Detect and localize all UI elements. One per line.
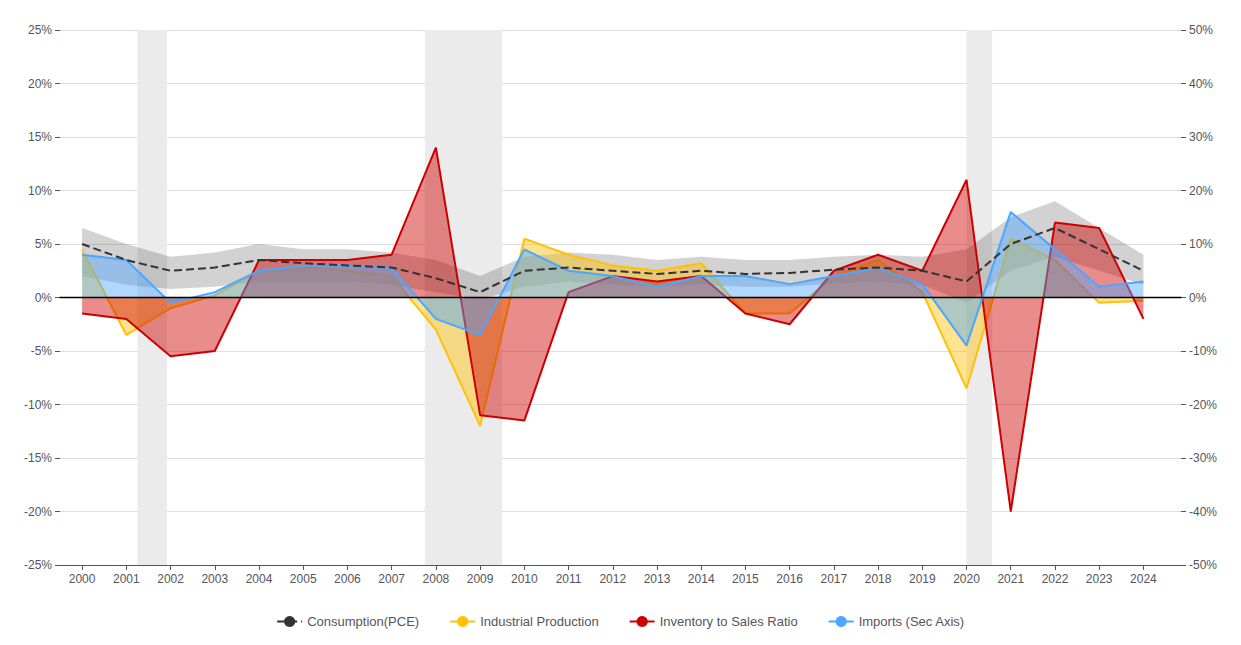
svg-text:-20%: -20% [1189,398,1217,412]
svg-text:2021: 2021 [997,572,1024,586]
svg-text:10%: 10% [28,184,52,198]
svg-text:-15%: -15% [24,451,52,465]
svg-text:40%: 40% [1189,77,1213,91]
svg-text:-5%: -5% [31,344,53,358]
svg-text:2006: 2006 [334,572,361,586]
svg-text:2017: 2017 [821,572,848,586]
svg-text:2003: 2003 [201,572,228,586]
svg-text:2010: 2010 [511,572,538,586]
svg-text:2019: 2019 [909,572,936,586]
svg-text:Inventory to Sales Ratio: Inventory to Sales Ratio [660,614,798,629]
svg-text:5%: 5% [35,237,53,251]
svg-text:-40%: -40% [1189,505,1217,519]
svg-text:2020: 2020 [953,572,980,586]
svg-text:-30%: -30% [1189,451,1217,465]
svg-text:2004: 2004 [246,572,273,586]
svg-text:2022: 2022 [1042,572,1069,586]
svg-text:-20%: -20% [24,505,52,519]
svg-text:50%: 50% [1189,23,1213,37]
svg-text:2002: 2002 [157,572,184,586]
svg-text:10%: 10% [1189,237,1213,251]
svg-text:2005: 2005 [290,572,317,586]
svg-text:2007: 2007 [378,572,405,586]
svg-text:20%: 20% [1189,184,1213,198]
svg-text:-10%: -10% [24,398,52,412]
svg-text:25%: 25% [28,23,52,37]
svg-text:2011: 2011 [556,572,582,586]
svg-text:2016: 2016 [776,572,803,586]
svg-text:Imports (Sec Axis): Imports (Sec Axis) [859,614,964,629]
svg-text:20%: 20% [28,77,52,91]
svg-text:-25%: -25% [24,558,52,572]
svg-text:2001: 2001 [113,572,140,586]
svg-text:2013: 2013 [644,572,671,586]
svg-text:0%: 0% [1189,291,1207,305]
svg-text:2009: 2009 [467,572,494,586]
svg-text:-50%: -50% [1189,558,1217,572]
svg-text:Consumption(PCE): Consumption(PCE) [307,614,419,629]
svg-text:2014: 2014 [688,572,715,586]
svg-text:Industrial Production: Industrial Production [480,614,599,629]
svg-text:2015: 2015 [732,572,759,586]
svg-text:2008: 2008 [423,572,450,586]
svg-text:2024: 2024 [1130,572,1157,586]
svg-text:2023: 2023 [1086,572,1113,586]
svg-text:2012: 2012 [599,572,626,586]
svg-text:0%: 0% [35,291,53,305]
svg-text:-10%: -10% [1189,344,1217,358]
svg-text:30%: 30% [1189,130,1213,144]
svg-text:2000: 2000 [69,572,96,586]
svg-text:2018: 2018 [865,572,892,586]
svg-text:15%: 15% [28,130,52,144]
